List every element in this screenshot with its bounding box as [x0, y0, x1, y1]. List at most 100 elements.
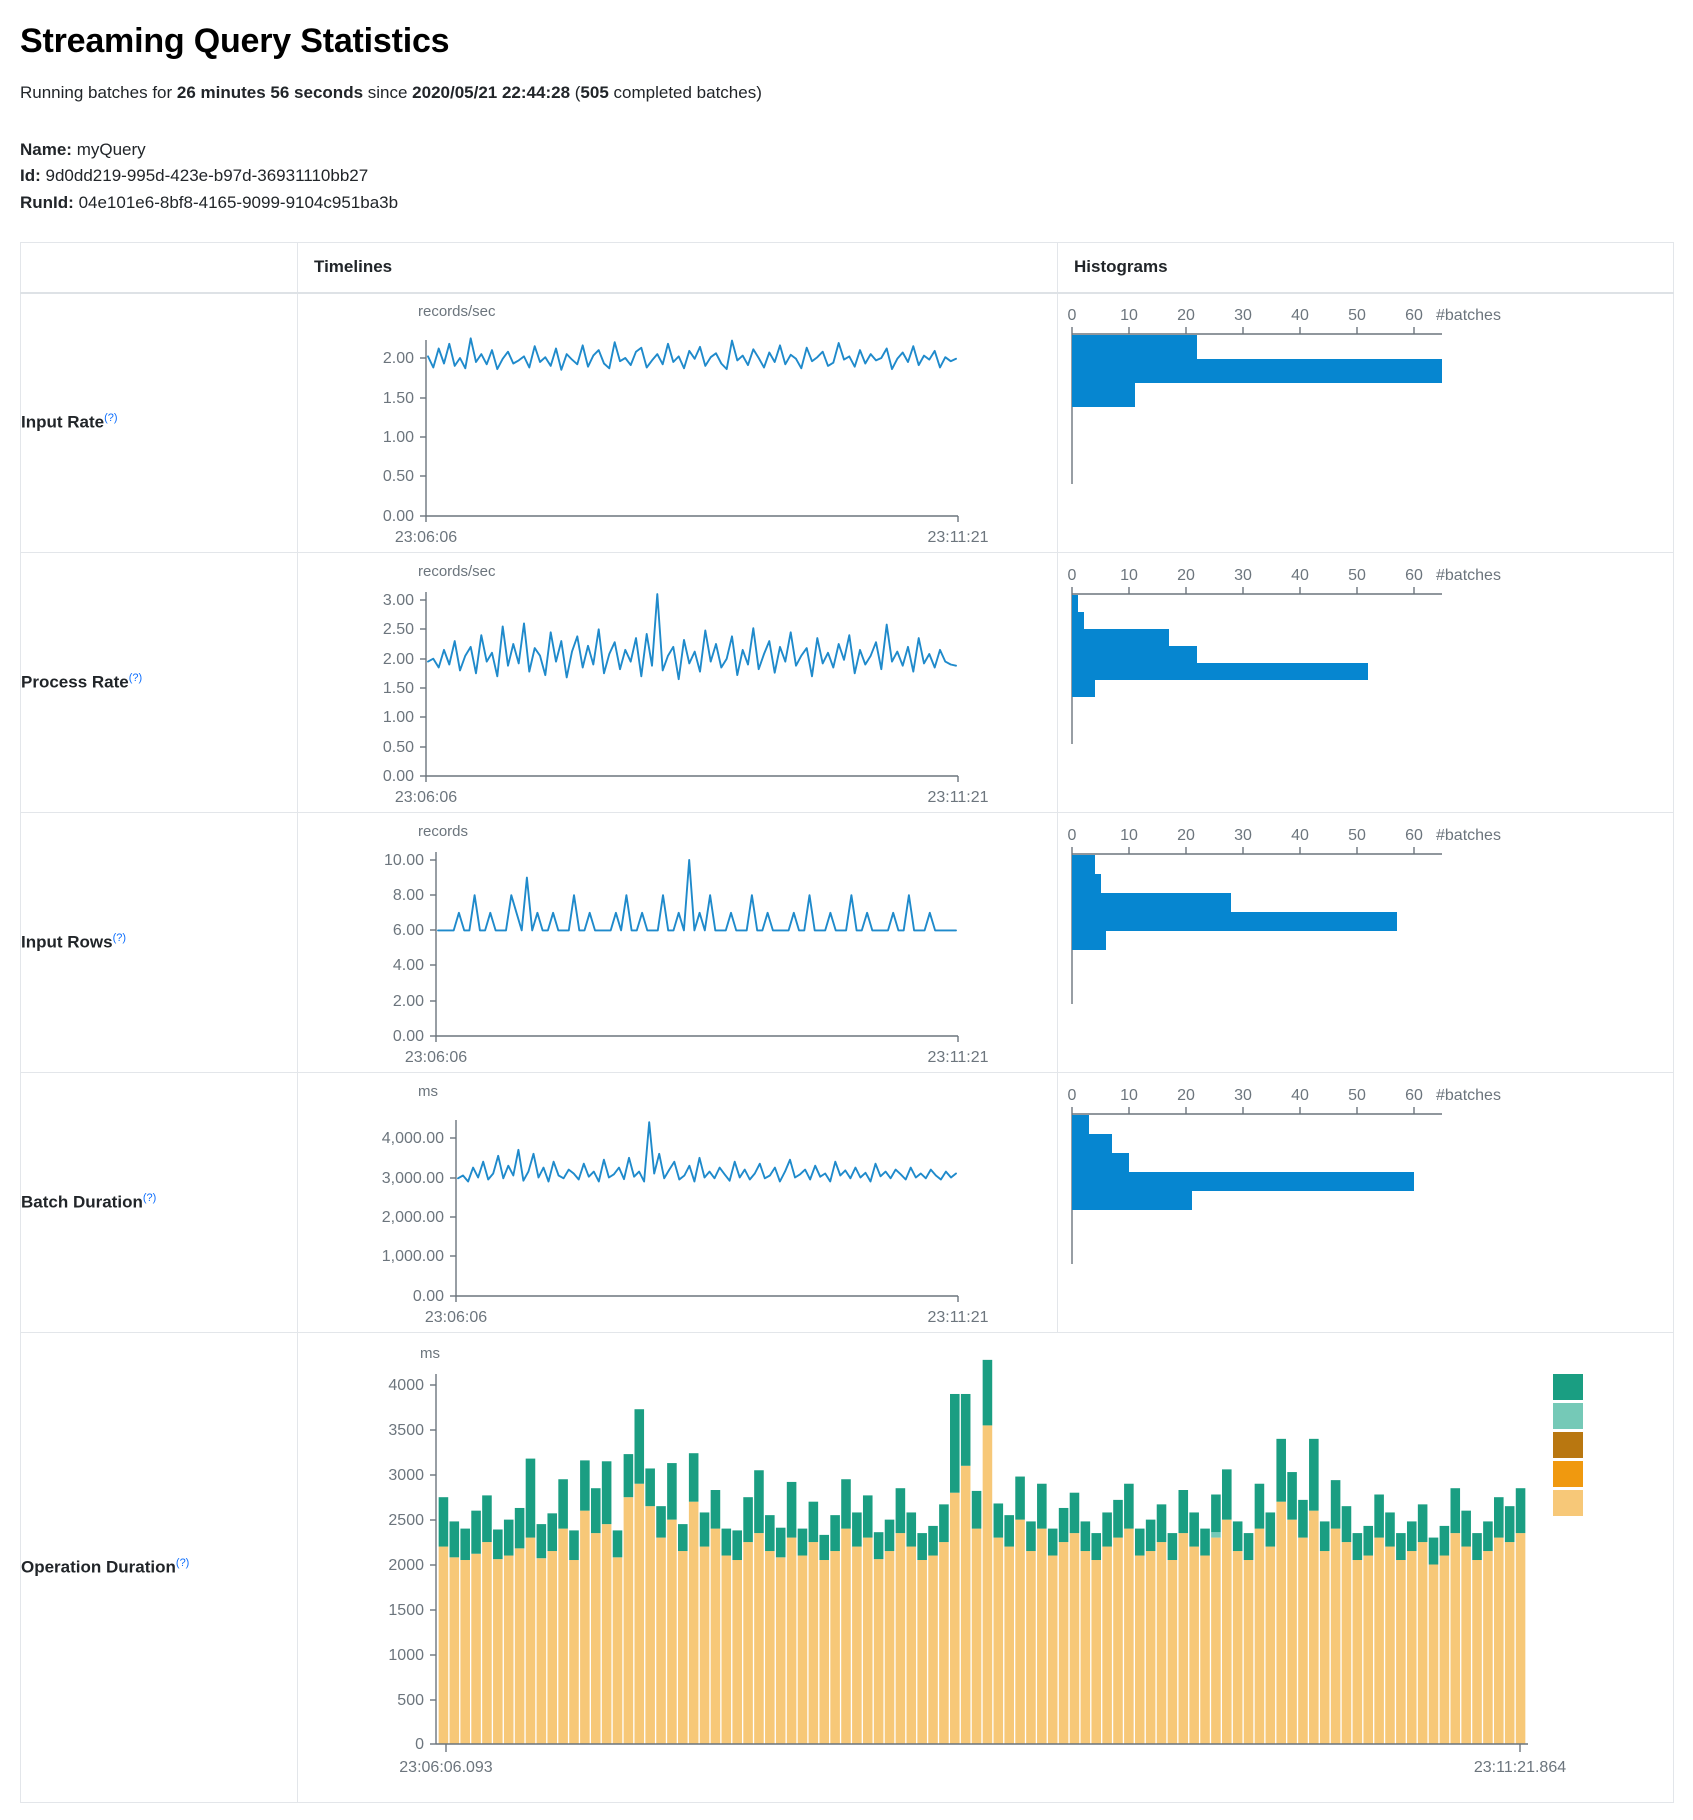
row-label-process-rate: Process Rate(?) — [20, 552, 298, 814]
operation-duration-chart[interactable]: ms 4000 3500 3000 2500 200 — [298, 1334, 1672, 1802]
legend-swatch[interactable] — [1553, 1373, 1583, 1400]
batch-duration-histogram-chart[interactable]: 0 10 20 30 40 50 60 #batches — [1058, 1074, 1672, 1332]
op-bar-segment — [547, 1550, 558, 1744]
process-rate-timeline-chart[interactable]: records/sec 3.00 2.50 2.00 1.50 1.00 — [298, 554, 1058, 812]
operation-duration-legend[interactable] — [1553, 1373, 1583, 1516]
op-start-label: 23:06:06.093 — [399, 1759, 493, 1776]
op-bar-segment — [1145, 1519, 1156, 1551]
hist-xtick-20: 20 — [1177, 307, 1195, 324]
op-bar-segment — [471, 1553, 481, 1744]
input-rows-timeline-chart[interactable]: records 10.00 8.00 6.00 4.00 2.00 0.00 — [298, 814, 1058, 1072]
since-timestamp: 2020/05/21 22:44:28 — [412, 83, 571, 102]
table-row: Input Rows(?) records 10.00 8.00 6.00 — [20, 812, 1674, 1074]
help-icon[interactable]: (?) — [142, 1192, 157, 1205]
op-bar-segment — [819, 1559, 830, 1744]
op-bar-segment — [971, 1490, 982, 1529]
hist-xtick-60: 60 — [1405, 1087, 1423, 1104]
ytick-2-00: 2.00 — [383, 651, 414, 668]
legend-swatch[interactable] — [1553, 1489, 1583, 1516]
query-metadata: Name: myQuery Id: 9d0dd219-995d-423e-b97… — [20, 137, 1673, 216]
op-bar-segment — [1483, 1550, 1493, 1744]
ytick-0: 0.00 — [413, 1288, 444, 1305]
op-bar-segment — [678, 1550, 688, 1744]
op-bar-segment — [558, 1478, 568, 1529]
op-bar-segment — [1483, 1520, 1493, 1551]
op-bar-segment — [1058, 1541, 1069, 1744]
help-icon[interactable]: (?) — [128, 672, 143, 685]
hist-xtick-40: 40 — [1291, 1087, 1309, 1104]
timeline-unit-label: records/sec — [418, 563, 496, 580]
ytick-10-00: 10.00 — [384, 852, 424, 869]
timeline-start-label: 23:06:06 — [395, 529, 457, 546]
op-bar-segment — [993, 1537, 1004, 1744]
op-bar-segment — [503, 1555, 514, 1744]
help-icon[interactable]: (?) — [175, 1557, 190, 1570]
op-bar-segment — [1385, 1546, 1395, 1744]
op-bar-segment — [1047, 1528, 1058, 1556]
hist-xtick-30: 30 — [1234, 1087, 1252, 1104]
op-bar-segment — [699, 1546, 710, 1744]
ytick-8-00: 8.00 — [393, 887, 424, 904]
process-rate-histogram-chart[interactable]: 0 10 20 30 40 50 60 #batches — [1058, 554, 1672, 812]
op-bar-segment — [710, 1528, 721, 1744]
timeline-unit-label: records/sec — [418, 303, 496, 320]
op-bar-segment — [982, 1424, 993, 1744]
timeline-start-label: 23:06:06 — [405, 1049, 467, 1066]
op-bar-segment — [786, 1481, 797, 1538]
op-bar-segment — [808, 1501, 819, 1542]
open-paren: ( — [570, 83, 581, 102]
hist-xtick-20: 20 — [1177, 1087, 1195, 1104]
ytick-1-50: 1.50 — [383, 390, 414, 407]
ytick-2-00: 2.00 — [383, 350, 414, 367]
legend-swatch[interactable] — [1553, 1431, 1583, 1458]
row-label-text: Batch Duration — [21, 1192, 143, 1212]
op-bar-segment — [710, 1489, 721, 1529]
legend-swatch[interactable] — [1553, 1402, 1583, 1429]
hist-unit-label: #batches — [1436, 567, 1501, 584]
op-bar-segment — [1004, 1514, 1014, 1547]
input-rows-hist-bars — [1072, 854, 1397, 950]
op-ytick-1000: 1000 — [388, 1647, 424, 1664]
help-icon[interactable]: (?) — [104, 412, 118, 425]
op-ytick-2000: 2000 — [388, 1557, 424, 1574]
legend-swatch[interactable] — [1553, 1460, 1583, 1487]
row-label-input-rate: Input Rate(?) — [20, 292, 298, 554]
op-bar-segment — [906, 1511, 917, 1547]
input-rate-timeline-chart[interactable]: records/sec 2.00 1.50 1.00 0.50 0.00 — [298, 294, 1058, 552]
op-bar-segment — [906, 1546, 917, 1744]
op-bar-segment — [960, 1465, 971, 1744]
op-bar-segment — [1450, 1532, 1461, 1744]
op-bar-segment — [1472, 1532, 1482, 1560]
op-bar-segment — [1069, 1492, 1080, 1533]
help-icon[interactable]: (?) — [112, 932, 127, 945]
timeline-cell-input-rows: records 10.00 8.00 6.00 4.00 2.00 0.00 — [297, 812, 1058, 1074]
op-bar-segment — [1309, 1438, 1319, 1511]
ytick-0-00: 0.00 — [383, 508, 414, 525]
op-bar-segment — [688, 1501, 699, 1744]
row-label-text: Input Rows — [21, 932, 113, 952]
op-bar-segment — [1200, 1528, 1210, 1556]
since-word: since — [363, 83, 413, 102]
op-bar-segment — [667, 1519, 677, 1744]
ytick-1000: 1,000.00 — [382, 1248, 444, 1265]
op-bar-segment — [493, 1529, 503, 1559]
op-bar-segment — [471, 1510, 481, 1554]
op-bar-segment — [1124, 1528, 1134, 1744]
meta-name-value: myQuery — [76, 140, 146, 159]
op-bar-segment — [503, 1519, 514, 1556]
op-bar-segment — [917, 1532, 927, 1560]
op-bar-segment — [819, 1534, 830, 1560]
op-bar-segment — [1515, 1532, 1526, 1744]
batch-duration-timeline-chart[interactable]: ms 4,000.00 3,000.00 2,000.00 1,000.00 0… — [298, 1074, 1058, 1332]
op-bar-segment — [438, 1546, 449, 1744]
op-bar-segment — [1037, 1528, 1047, 1744]
op-bar-segment — [721, 1555, 732, 1744]
op-bar-segment — [1222, 1519, 1232, 1744]
input-rows-histogram-chart[interactable]: 0 10 20 30 40 50 60 #batches — [1058, 814, 1672, 1072]
op-bar-segment — [743, 1541, 753, 1744]
input-rate-histogram-chart[interactable]: 0 10 20 30 40 50 60 #batches — [1058, 294, 1672, 552]
hist-xtick-50: 50 — [1348, 827, 1366, 844]
op-bar-segment — [939, 1503, 949, 1542]
op-bar-segment — [678, 1523, 688, 1551]
op-bar-segment — [547, 1512, 558, 1551]
